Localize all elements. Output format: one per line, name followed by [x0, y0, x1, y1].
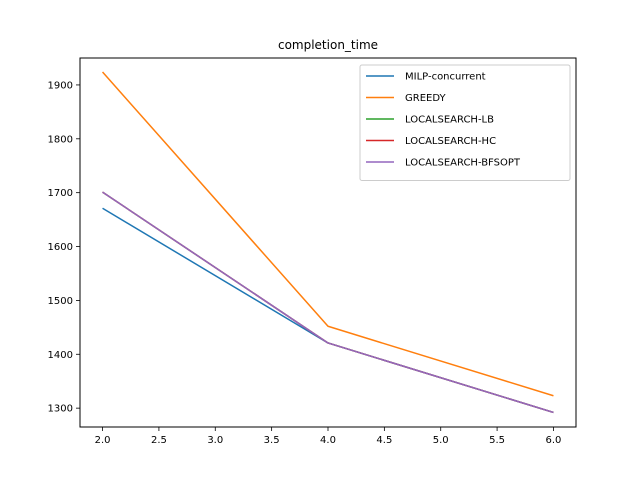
legend-label-0: MILP-concurrent — [405, 72, 486, 83]
y-tick-label: 1300 — [48, 404, 73, 415]
legend-label-2: LOCALSEARCH-LB — [405, 115, 494, 126]
legend: MILP-concurrent GREEDY LOCALSEARCH-LB LOCAL… — [359, 64, 571, 181]
legend-label-3: LOCALSEARCH-HC — [405, 136, 496, 147]
legend-box — [359, 64, 571, 181]
x-tick-label: 5.0 — [433, 435, 449, 446]
y-tick-label: 1800 — [48, 134, 73, 145]
x-tick-label: 2.0 — [95, 435, 111, 446]
legend-label-1: GREEDY — [405, 93, 446, 104]
x-tick-label: 4.5 — [376, 435, 392, 446]
x-tick-label: 2.5 — [151, 435, 167, 446]
y-axis: 1300 1400 1500 1600 1700 1800 1900 — [48, 80, 80, 415]
y-tick-label: 1900 — [48, 80, 73, 91]
y-tick-label: 1400 — [48, 350, 73, 361]
chart-title: completion_time — [278, 38, 378, 52]
x-tick-label: 4.0 — [320, 435, 336, 446]
x-tick-label: 3.0 — [207, 435, 223, 446]
series-layer — [101, 71, 554, 414]
y-tick-label: 1700 — [48, 188, 73, 199]
x-tick-label: 6.0 — [546, 435, 562, 446]
series-line-1 — [101, 71, 554, 397]
legend-label-4: LOCALSEARCH-BFSOPT — [405, 158, 521, 169]
x-tick-label: 3.5 — [264, 435, 280, 446]
y-tick-label: 1600 — [48, 242, 73, 253]
x-axis: 2.0 2.5 3.0 3.5 4.0 4.5 5.0 5.5 6.0 — [95, 427, 562, 446]
x-tick-label: 5.5 — [489, 435, 505, 446]
y-tick-label: 1500 — [48, 296, 73, 307]
series-line-4 — [102, 191, 554, 414]
